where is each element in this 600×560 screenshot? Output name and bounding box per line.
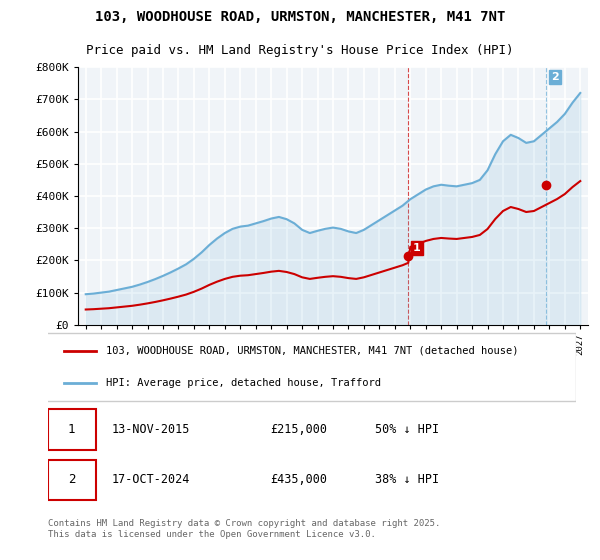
Text: 1: 1 [68, 423, 76, 436]
Text: £435,000: £435,000 [270, 473, 327, 486]
Text: £215,000: £215,000 [270, 423, 327, 436]
Text: Contains HM Land Registry data © Crown copyright and database right 2025.
This d: Contains HM Land Registry data © Crown c… [48, 519, 440, 539]
Text: 50% ↓ HPI: 50% ↓ HPI [376, 423, 439, 436]
FancyBboxPatch shape [48, 460, 95, 500]
Text: 13-NOV-2015: 13-NOV-2015 [112, 423, 190, 436]
Text: 103, WOODHOUSE ROAD, URMSTON, MANCHESTER, M41 7NT: 103, WOODHOUSE ROAD, URMSTON, MANCHESTER… [95, 10, 505, 24]
Text: 2: 2 [551, 72, 559, 82]
FancyBboxPatch shape [37, 333, 576, 401]
Text: 2: 2 [68, 473, 76, 486]
Text: 17-OCT-2024: 17-OCT-2024 [112, 473, 190, 486]
FancyBboxPatch shape [48, 409, 95, 450]
Text: 1: 1 [413, 242, 421, 253]
Text: 103, WOODHOUSE ROAD, URMSTON, MANCHESTER, M41 7NT (detached house): 103, WOODHOUSE ROAD, URMSTON, MANCHESTER… [106, 346, 518, 356]
Text: 38% ↓ HPI: 38% ↓ HPI [376, 473, 439, 486]
Text: HPI: Average price, detached house, Trafford: HPI: Average price, detached house, Traf… [106, 378, 381, 388]
Text: Price paid vs. HM Land Registry's House Price Index (HPI): Price paid vs. HM Land Registry's House … [86, 44, 514, 57]
